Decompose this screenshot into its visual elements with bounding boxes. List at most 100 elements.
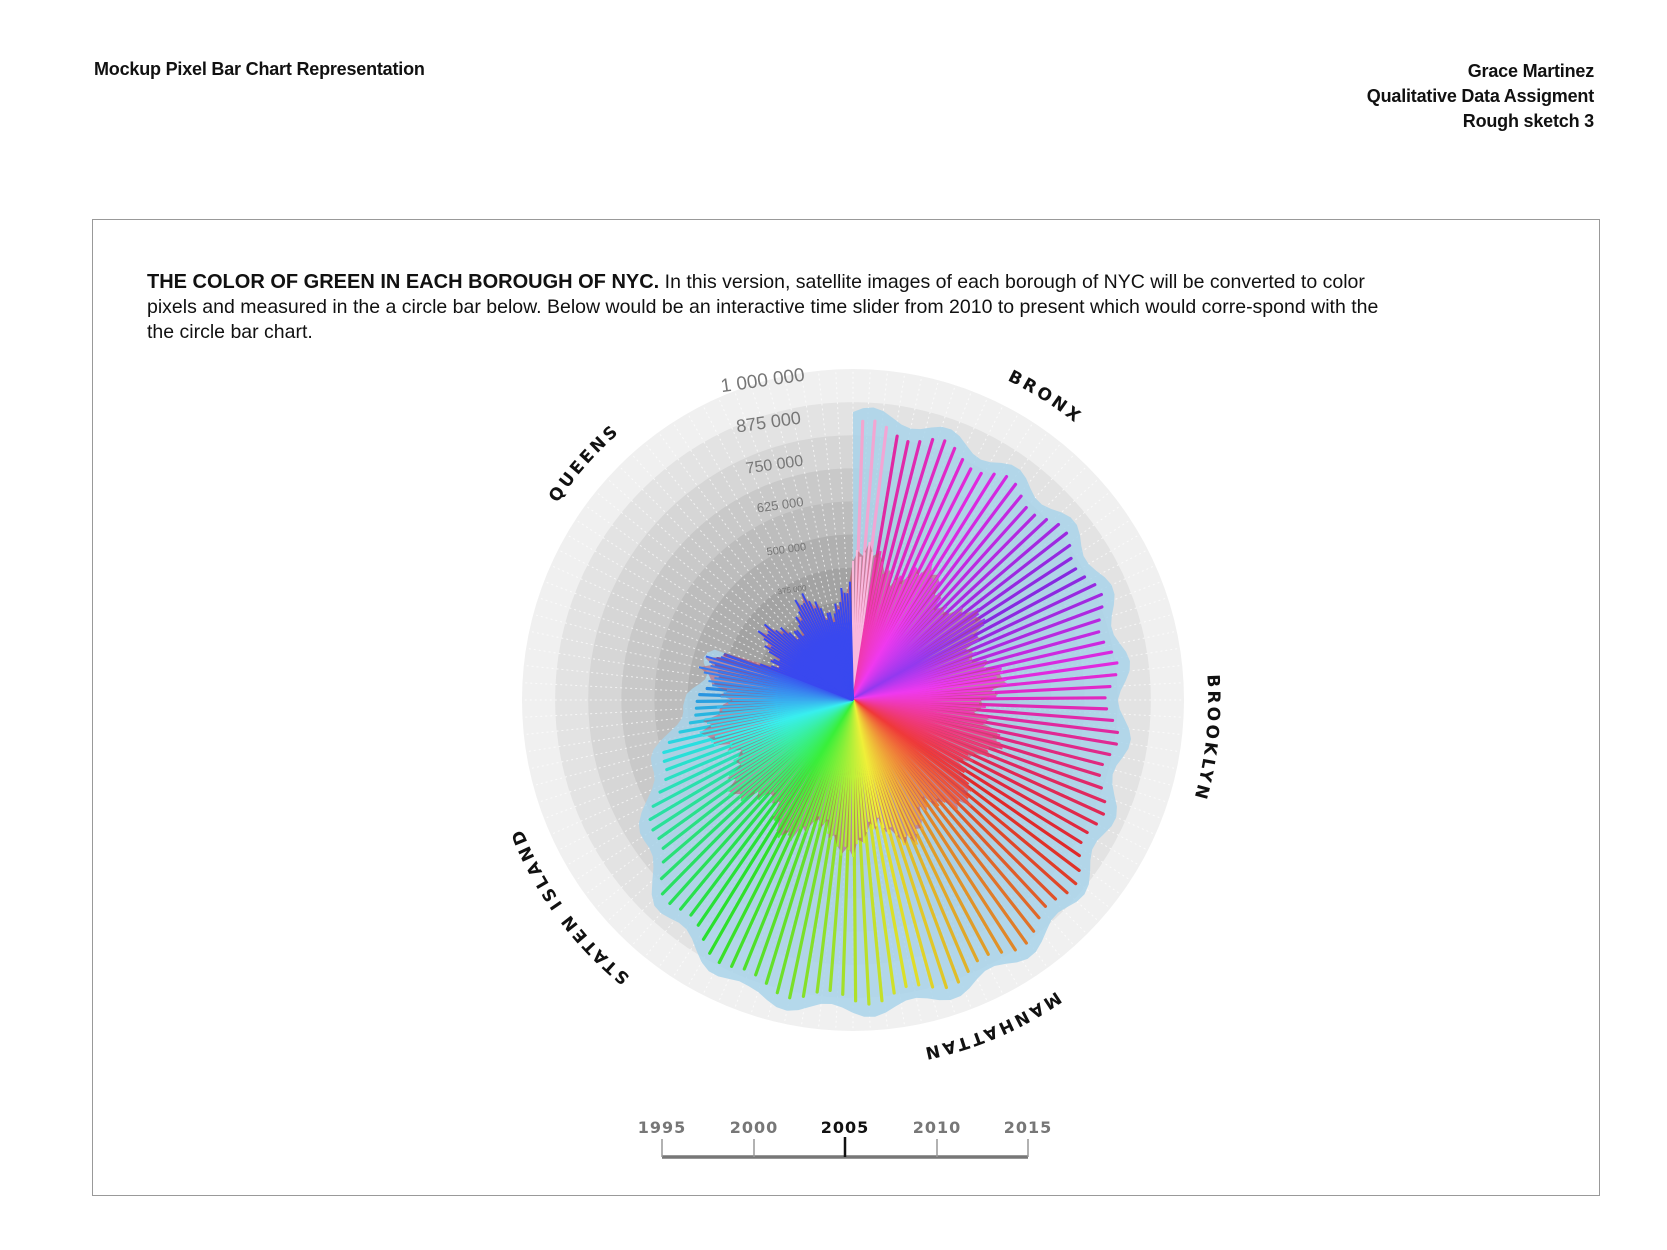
radial-grid — [916, 716, 1173, 787]
sketch: Rough sketch 3 — [1462, 111, 1594, 131]
year-label[interactable]: 2015 — [1004, 1118, 1053, 1137]
radial-grid — [913, 564, 1156, 674]
radial-grid — [618, 465, 807, 654]
radial-grid — [916, 613, 1173, 684]
radial-grid — [543, 723, 792, 820]
author: Grace Martinez — [1467, 61, 1594, 81]
radial-grid — [523, 664, 788, 694]
ring-label: 625 000 — [756, 494, 805, 515]
radial-grid — [904, 491, 1111, 659]
frame — [92, 219, 1600, 1196]
radial-grid — [783, 376, 840, 636]
header-meta: Grace Martinez Qualitative Data Assigmen… — [1367, 59, 1594, 134]
radial-grid — [876, 390, 973, 639]
radial-grid — [869, 380, 940, 637]
radial-grid — [702, 404, 824, 642]
radial-grid — [915, 719, 1168, 803]
radial-grid — [914, 580, 1163, 677]
chart-graphics — [522, 369, 1184, 1031]
radial-grid — [919, 682, 1184, 698]
radial-grid — [866, 376, 923, 636]
radial-grid — [557, 549, 795, 671]
radial-grid — [917, 713, 1177, 770]
inner-bar — [848, 581, 854, 701]
radial-grid — [523, 706, 788, 736]
borough-label: BROOKLYN — [1189, 674, 1223, 804]
radial-grid — [533, 613, 790, 684]
radial-grid — [658, 431, 815, 647]
ring-label: 500 000 — [766, 541, 807, 558]
radial-grid — [550, 564, 793, 674]
radial-grid — [917, 630, 1177, 687]
radial-grid — [915, 597, 1168, 681]
radial-grid — [717, 397, 827, 640]
radial-grid — [644, 751, 812, 958]
radial-grid — [888, 422, 1034, 645]
radial-grid — [911, 549, 1149, 671]
radial-grid — [557, 729, 795, 851]
radial-grid — [631, 453, 810, 652]
year-label[interactable]: 2005 — [821, 1118, 870, 1137]
borough: BROOKLYN — [1189, 674, 1220, 804]
radial-grid — [910, 732, 1140, 866]
radial-grid — [595, 491, 802, 659]
radial-grid — [911, 729, 1149, 851]
radial-grid — [566, 534, 796, 668]
radial-grid — [584, 505, 800, 662]
radial-grid — [918, 706, 1183, 736]
radial-grid — [538, 719, 791, 803]
radial-grid — [750, 385, 834, 638]
radial-grid — [896, 453, 1075, 652]
lead: THE COLOR OF GREEN IN EACH BOROUGH OF NY… — [147, 271, 660, 293]
radial-grid — [906, 505, 1122, 662]
year-label[interactable]: 1995 — [638, 1118, 687, 1137]
header-title: Mockup Pixel Bar Chart Representation — [94, 59, 425, 79]
radial-grid — [687, 413, 821, 643]
radial-grid — [529, 713, 789, 770]
radial-grid — [908, 519, 1131, 665]
radial-grid — [538, 597, 791, 681]
radial-grid — [575, 519, 798, 665]
radial-grid — [566, 732, 796, 866]
ring-label: 375 000 — [777, 583, 807, 596]
radial-grid — [800, 372, 844, 635]
radial-grid — [918, 664, 1183, 694]
radial-grid — [766, 380, 837, 637]
description: THE COLOR OF GREEN IN EACH BOROUGH OF NY… — [147, 270, 1387, 345]
radial-grid — [918, 709, 1181, 753]
radial-grid — [733, 390, 830, 639]
radial-grid — [908, 735, 1131, 881]
radial-grid — [618, 746, 807, 935]
radial-grid — [894, 442, 1062, 649]
time-slider[interactable]: 1995 2000 2005 2010 2015 — [638, 1118, 1053, 1159]
radial-grid — [918, 647, 1181, 691]
radial-grid — [658, 753, 815, 969]
radial-grid — [862, 372, 906, 635]
radial-grid — [606, 743, 805, 922]
radial-grid — [525, 647, 788, 691]
radial-grid — [817, 370, 847, 635]
radial-grid — [522, 702, 787, 718]
radial-grid — [543, 580, 792, 677]
radial-grid — [575, 735, 798, 881]
assignment: Qualitative Data Assigment — [1366, 86, 1594, 106]
year-label[interactable]: 2010 — [913, 1118, 962, 1137]
radial-grid — [901, 478, 1100, 657]
radial-grid — [914, 723, 1163, 820]
radial-grid — [899, 465, 1088, 654]
radial-grid — [533, 716, 790, 787]
radial-grid — [885, 413, 1019, 643]
radial-grid — [595, 741, 802, 909]
body: In this version, satellite images of eac… — [147, 271, 1379, 343]
radial-grid — [529, 630, 789, 687]
radial-grid — [584, 738, 800, 895]
radial-grid — [550, 726, 793, 836]
radial-grid — [879, 397, 989, 640]
year-label[interactable]: 2000 — [730, 1118, 779, 1137]
radial-grid — [672, 422, 818, 645]
radial-grid — [919, 702, 1184, 718]
radial-grid — [522, 682, 787, 698]
radial-grid — [835, 369, 851, 634]
radial-grid — [910, 534, 1140, 668]
